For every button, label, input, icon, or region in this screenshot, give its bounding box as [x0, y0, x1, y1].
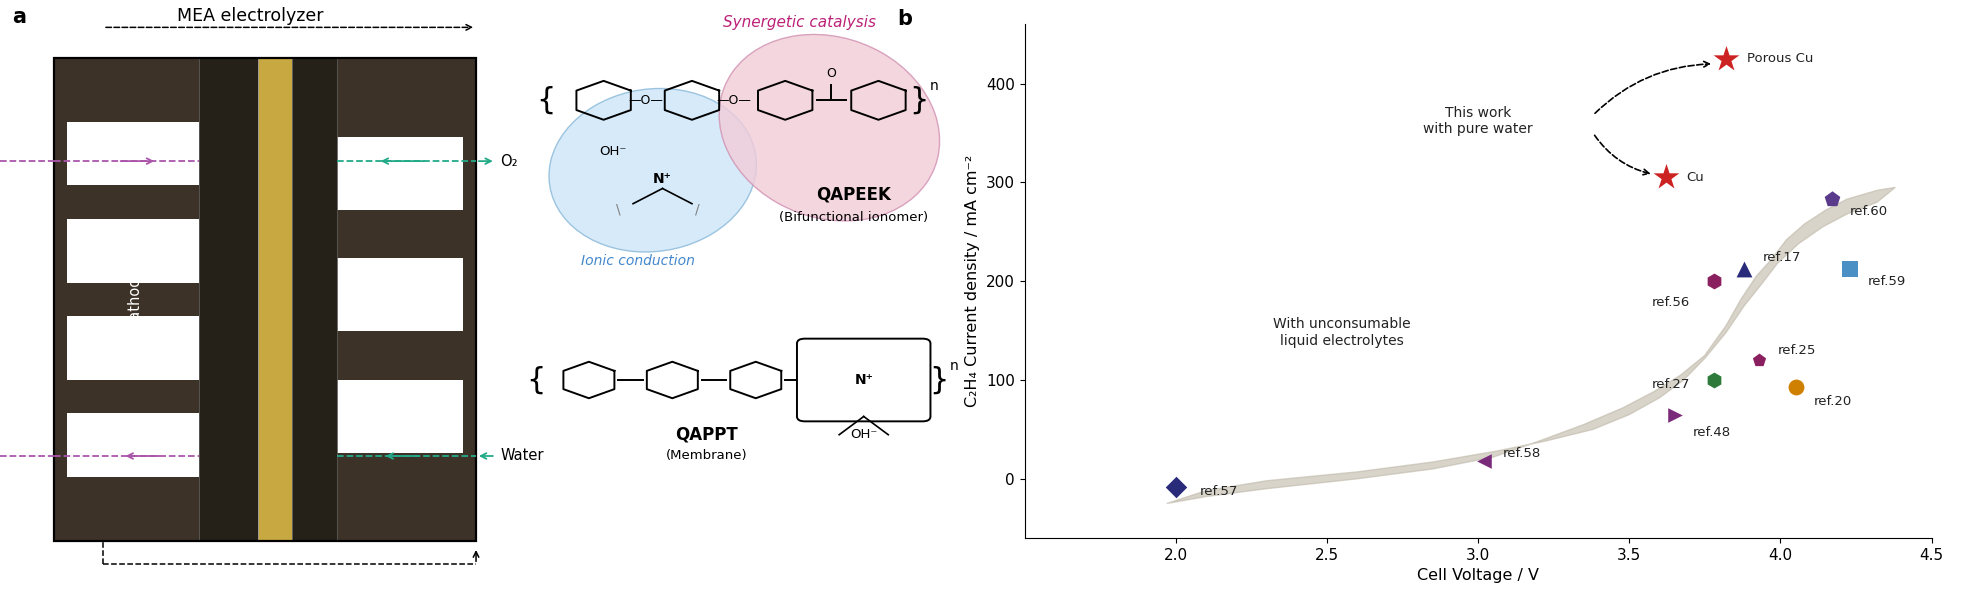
- Bar: [336, 258, 463, 331]
- Bar: [67, 413, 200, 477]
- Text: OH⁻: OH⁻: [601, 145, 626, 159]
- Bar: [67, 316, 200, 380]
- Point: [1160, 482, 1192, 491]
- Text: \: \: [616, 202, 620, 217]
- Text: (Bifunctional ionomer): (Bifunctional ionomer): [779, 211, 928, 224]
- Text: Porous Cu: Porous Cu: [1747, 52, 1814, 66]
- Text: n: n: [950, 359, 958, 373]
- Polygon shape: [1166, 187, 1896, 503]
- Ellipse shape: [718, 35, 940, 221]
- Text: ref.57: ref.57: [1199, 485, 1239, 498]
- Text: Anode: Anode: [393, 275, 406, 321]
- Text: $\{$: $\{$: [536, 85, 554, 116]
- Text: ref.58: ref.58: [1502, 447, 1541, 460]
- Point: [1698, 277, 1729, 286]
- Text: Ionic conduction: Ionic conduction: [581, 254, 695, 269]
- Text: This work
with pure water: This work with pure water: [1423, 106, 1533, 136]
- FancyBboxPatch shape: [797, 339, 930, 421]
- Text: n: n: [930, 79, 938, 94]
- Text: /: /: [695, 202, 699, 217]
- Text: MEA electrolyzer: MEA electrolyzer: [177, 7, 324, 26]
- Text: Cu: Cu: [1686, 171, 1704, 184]
- Text: —O—: —O—: [716, 94, 752, 107]
- Text: Cathode: Cathode: [128, 267, 141, 329]
- Y-axis label: C₂H₄ Current density / mA cm⁻²: C₂H₄ Current density / mA cm⁻²: [966, 155, 980, 407]
- Bar: [55, 58, 477, 541]
- Point: [1729, 264, 1761, 274]
- Text: ref.27: ref.27: [1651, 378, 1690, 392]
- Bar: [336, 137, 463, 210]
- Text: OH⁻: OH⁻: [850, 428, 877, 441]
- Text: $\{$: $\{$: [526, 364, 544, 396]
- Text: a: a: [12, 7, 26, 27]
- Text: QAPEEK: QAPEEK: [817, 185, 891, 204]
- Point: [1710, 54, 1741, 64]
- Bar: [67, 219, 200, 283]
- Text: ref.56: ref.56: [1651, 297, 1690, 309]
- Text: O₂: O₂: [501, 154, 518, 168]
- Text: With unconsumable
liquid electrolytes: With unconsumable liquid electrolytes: [1274, 317, 1411, 348]
- Bar: [200, 58, 259, 541]
- Bar: [259, 58, 292, 541]
- Text: $\}$: $\}$: [928, 364, 946, 396]
- Text: N⁺: N⁺: [854, 373, 874, 387]
- Text: ref.48: ref.48: [1692, 426, 1731, 439]
- Text: —O—: —O—: [628, 94, 663, 107]
- Point: [1659, 410, 1690, 420]
- Text: ref.20: ref.20: [1814, 395, 1851, 408]
- Text: (Membrane): (Membrane): [665, 449, 748, 463]
- Point: [1698, 375, 1729, 385]
- Text: b: b: [897, 9, 913, 29]
- Text: Water: Water: [501, 449, 544, 463]
- Text: N⁺: N⁺: [654, 172, 671, 187]
- Ellipse shape: [550, 89, 756, 252]
- Point: [1816, 195, 1847, 204]
- Bar: [55, 58, 477, 541]
- Text: $\}$: $\}$: [909, 85, 927, 116]
- Text: Synergetic catalysis: Synergetic catalysis: [724, 15, 875, 30]
- Text: ref.59: ref.59: [1869, 275, 1906, 288]
- Text: ref.60: ref.60: [1849, 204, 1888, 218]
- Text: O: O: [826, 67, 836, 80]
- Point: [1468, 456, 1500, 466]
- Point: [1833, 264, 1865, 274]
- Point: [1743, 355, 1775, 365]
- Point: [1649, 173, 1680, 182]
- X-axis label: Cell Voltage / V: Cell Voltage / V: [1417, 568, 1539, 583]
- Bar: [67, 122, 200, 185]
- Bar: [292, 58, 338, 541]
- Text: ref.25: ref.25: [1777, 344, 1816, 357]
- Text: ref.17: ref.17: [1763, 251, 1800, 264]
- Bar: [336, 380, 463, 453]
- Point: [1780, 382, 1812, 392]
- Text: QAPPT: QAPPT: [675, 426, 738, 444]
